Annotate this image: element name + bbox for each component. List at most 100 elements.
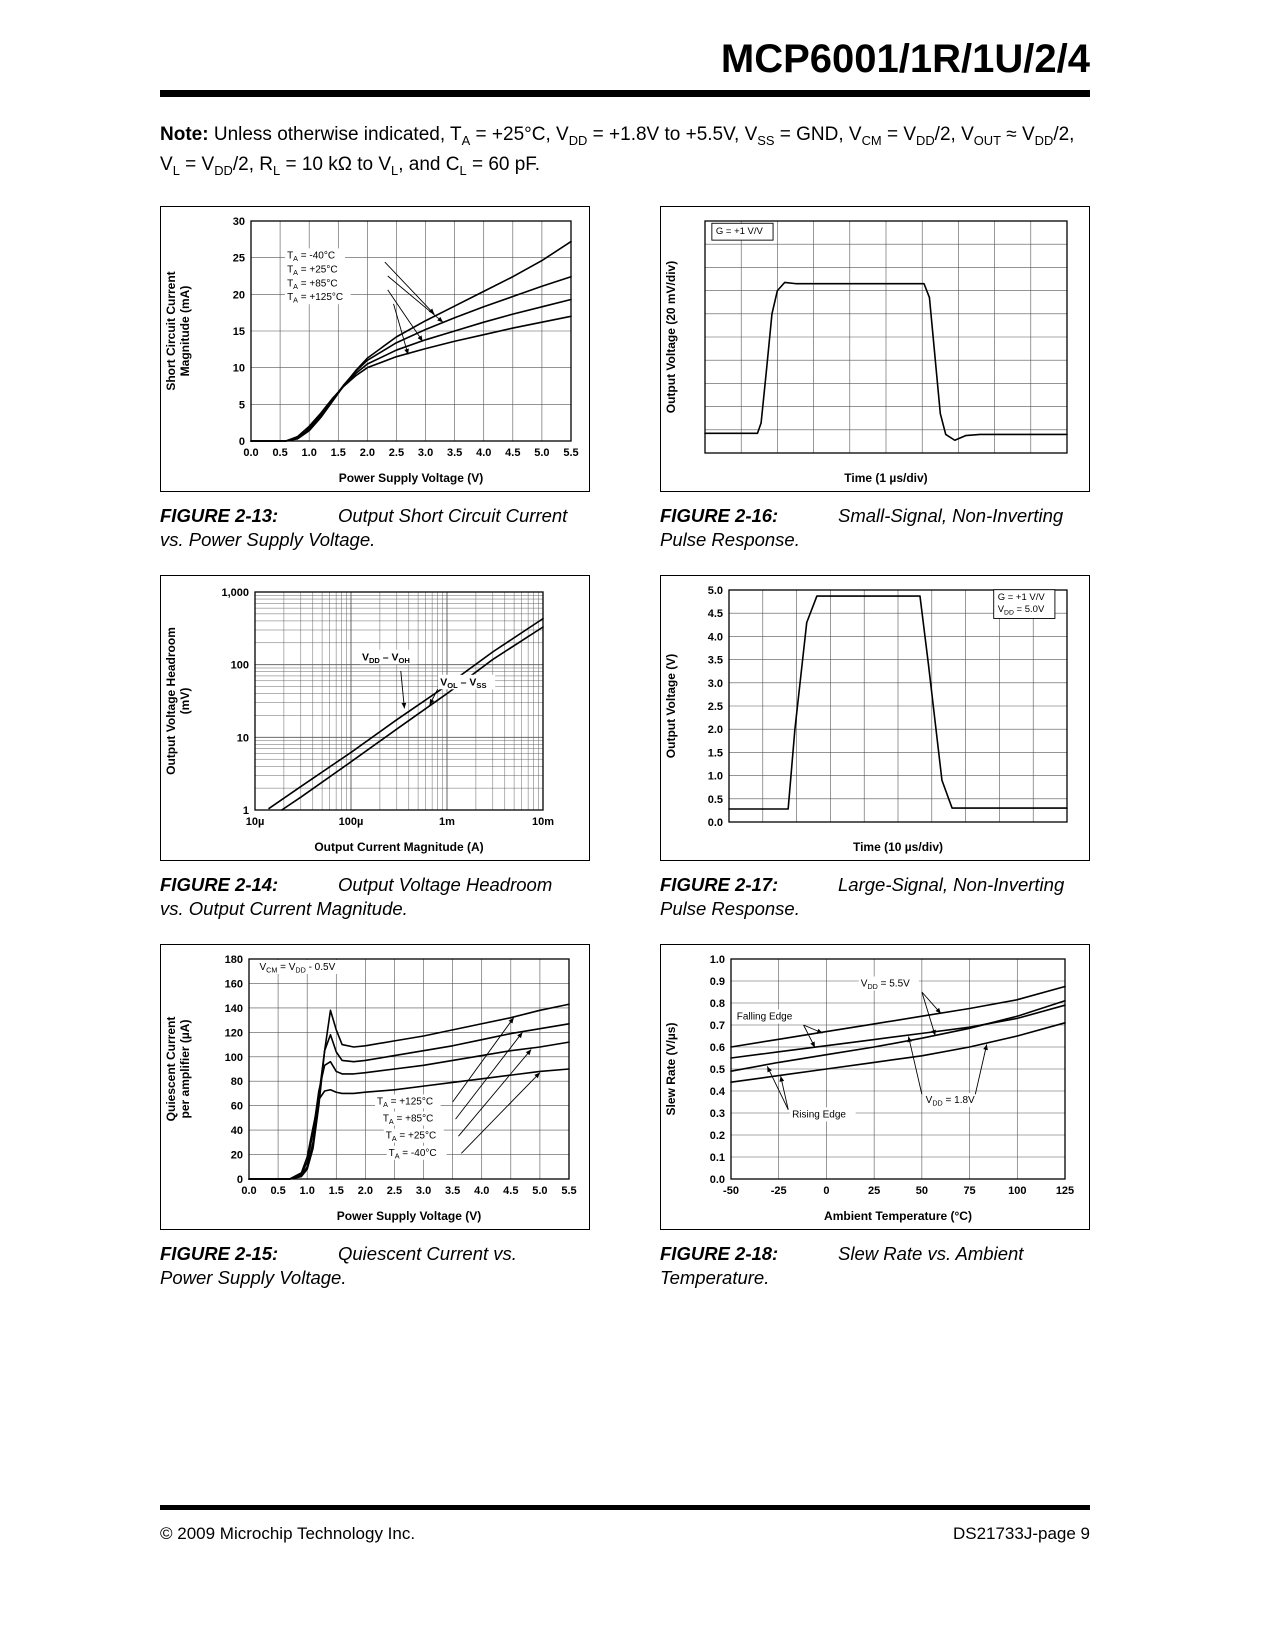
svg-text:Quiescent Current: Quiescent Current [164,1016,178,1121]
page-footer: © 2009 Microchip Technology Inc. DS21733… [160,1505,1090,1544]
svg-text:TA = -40°C: TA = -40°C [287,250,335,263]
svg-text:0.0: 0.0 [708,817,723,829]
svg-text:0.9: 0.9 [710,976,725,988]
figure-2-15-caption: FIGURE 2-15: Quiescent Current vs. Power … [160,1242,590,1291]
footer-rule [160,1505,1090,1510]
figure-2-15-caption-label: FIGURE 2-15: [160,1242,279,1264]
svg-text:10µ: 10µ [246,816,265,828]
figure-2-14-caption-text: Output Voltage Headroom vs. Output Curre… [160,873,553,920]
figure-2-16-caption-text: Small-Signal, Non-Inverting Pulse Respon… [660,505,1064,551]
svg-text:2.5: 2.5 [708,701,723,713]
figure-2-17: 0.0 0.5 1.0 1.5 2.0 2.5 3.0 3.5 4.0 4.5 5.0 Time (1… [660,574,1090,944]
figure-2-14-caption-label: FIGURE 2-14: [160,873,279,895]
figure-2-15: 0.0 0.5 1.0 1.5 2.0 2.5 3.0 3.5 4.0 4.5 5.0 5.5 0 20 4… [160,943,590,1313]
svg-text:TA = +85°C: TA = +85°C [287,278,338,291]
svg-text:TA = +85°C: TA = +85°C [383,1113,434,1126]
svg-text:0.7: 0.7 [710,1020,725,1032]
figure-2-16-chart: Time (1 µs/div) Output Voltage (20 mV/div… [664,220,1068,485]
conditions-note: Note: Unless otherwise indicated, TA = +… [160,121,1078,180]
figure-2-16-caption-label: FIGURE 2-16: [660,505,779,527]
svg-text:100: 100 [225,1051,243,1063]
svg-text:-50: -50 [723,1185,739,1197]
svg-text:VDD = 1.8V: VDD = 1.8V [926,1095,975,1108]
svg-text:0.5: 0.5 [708,794,723,806]
svg-text:0: 0 [823,1185,829,1197]
svg-text:0.5: 0.5 [270,1185,285,1197]
svg-text:1m: 1m [439,816,455,828]
svg-text:Output Voltage Headroom: Output Voltage Headroom [164,627,178,775]
figure-2-17-chart: 0.0 0.5 1.0 1.5 2.0 2.5 3.0 3.5 4.0 4.5 5.0 Time (1… [664,585,1068,854]
svg-text:5.5: 5.5 [563,447,578,459]
svg-text:Power Supply Voltage (V): Power Supply Voltage (V) [339,471,483,485]
svg-text:Time (1 µs/div): Time (1 µs/div) [844,471,927,485]
svg-text:VDD = 5.5V: VDD = 5.5V [861,978,910,991]
svg-text:4.5: 4.5 [505,447,520,459]
figure-2-18-caption: FIGURE 2-18: Slew Rate vs. Ambient Temper… [660,1242,1090,1291]
svg-text:VOL – VSS: VOL – VSS [440,676,486,690]
svg-text:0.5: 0.5 [272,447,287,459]
svg-text:20: 20 [233,289,245,301]
svg-text:5.0: 5.0 [532,1185,547,1197]
page-title: MCP6001/1R/1U/2/4 [720,37,1090,81]
figure-2-18-caption-label: FIGURE 2-18: [660,1242,779,1264]
figure-2-13-caption-label: FIGURE 2-13: [160,505,279,527]
svg-text:1.0: 1.0 [300,1185,315,1197]
svg-text:100: 100 [1008,1185,1026,1197]
svg-text:TA = -40°C: TA = -40°C [389,1147,437,1160]
svg-text:Output Voltage (20 mV/div): Output Voltage (20 mV/div) [664,261,678,413]
svg-text:2.5: 2.5 [387,1185,402,1197]
figure-2-13-caption: FIGURE 2-13: Output Short Circuit Current… [160,504,590,553]
svg-text:5.0: 5.0 [708,585,723,597]
svg-text:160: 160 [225,978,243,990]
svg-text:5: 5 [239,399,245,411]
svg-text:25: 25 [233,253,245,265]
svg-text:Output Voltage (V): Output Voltage (V) [664,654,678,758]
svg-text:0.2: 0.2 [710,1130,725,1142]
svg-text:Time (10 µs/div): Time (10 µs/div) [853,840,943,854]
svg-text:10: 10 [237,732,249,744]
svg-text:4.0: 4.0 [476,447,491,459]
svg-text:(mV): (mV) [178,688,192,715]
figure-2-15-chart: 0.0 0.5 1.0 1.5 2.0 2.5 3.0 3.5 4.0 4.5 5.0 5.5 0 20 4… [164,954,577,1223]
figure-2-18-chart: -50 -25 0 25 50 75 100 125 0.0 0.1 0.2 0.3 0.4 0.5 0.6… [664,954,1074,1223]
figure-2-18-caption-text: Slew Rate vs. Ambient Temperature. [660,1242,1024,1289]
header-rule [160,90,1090,97]
svg-text:Short Circuit Current: Short Circuit Current [164,271,178,390]
svg-text:TA = +25°C: TA = +25°C [386,1130,437,1143]
svg-text:4.0: 4.0 [708,631,723,643]
svg-text:4.5: 4.5 [503,1185,518,1197]
svg-text:1.0: 1.0 [710,954,725,966]
svg-text:1.5: 1.5 [331,447,346,459]
svg-text:3.5: 3.5 [708,654,723,666]
figure-2-13-caption-text: Output Short Circuit Current vs. Power S… [160,505,568,551]
figure-2-16-caption: FIGURE 2-16: Small-Signal, Non-Inverting … [660,504,1090,553]
svg-text:10m: 10m [532,816,554,828]
svg-text:1.0: 1.0 [302,447,317,459]
note-text: Unless otherwise indicated, TA = +25°C, … [160,124,1075,178]
svg-text:1: 1 [243,805,249,817]
svg-text:40: 40 [231,1125,243,1137]
svg-text:Magnitude (mA): Magnitude (mA) [178,286,192,377]
figure-2-13-frame: 0.0 0.5 1.0 1.5 2.0 2.5 3.0 3.5 4.0 4.5 5.0 5.5 0 5 10… [160,206,590,493]
svg-text:Output Current Magnitude (A): Output Current Magnitude (A) [314,840,483,854]
footer-copyright: © 2009 Microchip Technology Inc. [160,1524,416,1543]
svg-text:100µ: 100µ [339,816,364,828]
svg-text:3.0: 3.0 [416,1185,431,1197]
note-label: Note: [160,124,209,145]
figure-2-13: 0.0 0.5 1.0 1.5 2.0 2.5 3.0 3.5 4.0 4.5 5.0 5.5 0 5 10… [160,206,590,575]
svg-text:4.0: 4.0 [474,1185,489,1197]
footer-doc-number: DS21733J-page 9 [952,1524,1090,1543]
svg-text:Slew Rate (V/µs): Slew Rate (V/µs) [664,1022,678,1115]
figure-2-17-caption-label: FIGURE 2-17: [660,873,779,895]
svg-text:2.0: 2.0 [358,1185,373,1197]
svg-text:10: 10 [233,363,245,375]
figure-2-13-chart: 0.0 0.5 1.0 1.5 2.0 2.5 3.0 3.5 4.0 4.5 5.0 5.5 0 5 10… [164,216,579,485]
svg-text:G = +1 V/V: G = +1 V/V [998,592,1046,603]
svg-text:2.0: 2.0 [708,724,723,736]
svg-text:50: 50 [916,1185,928,1197]
svg-text:Ambient Temperature (°C): Ambient Temperature (°C) [824,1209,972,1223]
svg-text:0: 0 [239,436,245,448]
svg-text:VDD = 5.0V: VDD = 5.0V [998,604,1045,617]
svg-text:3.5: 3.5 [447,447,462,459]
